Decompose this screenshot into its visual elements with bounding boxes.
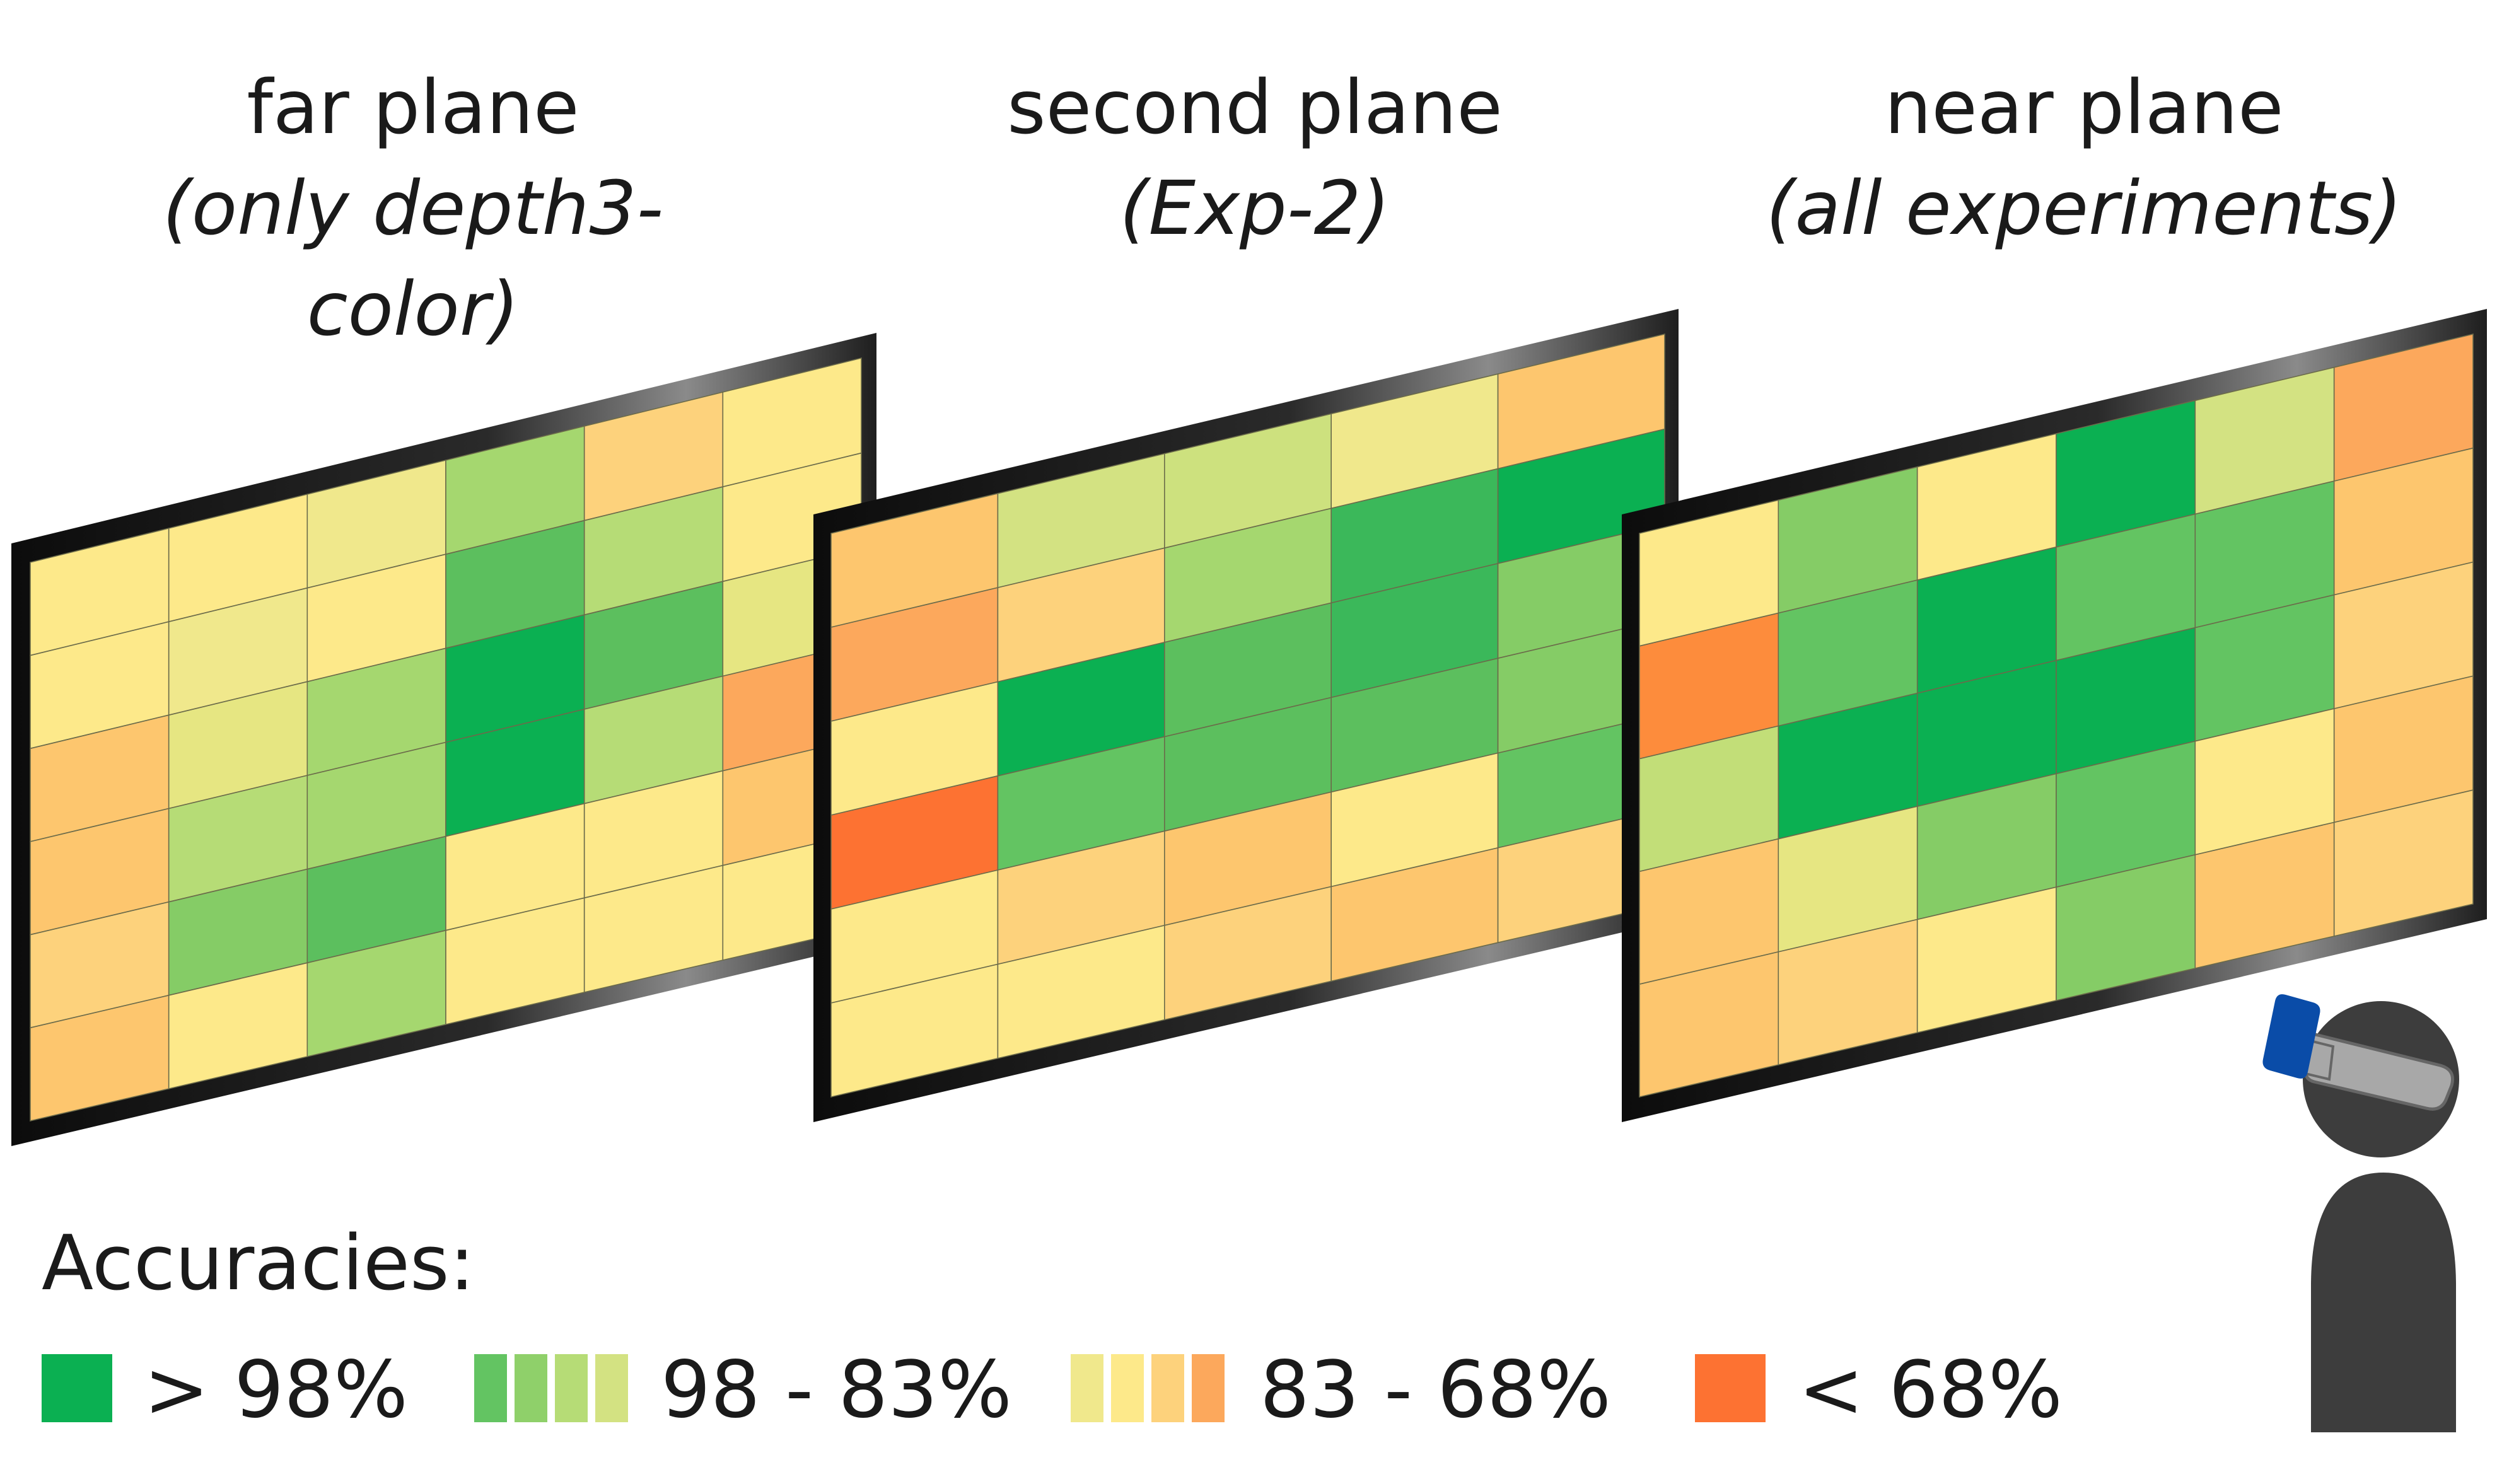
legend-swatch-mid-high [595,1354,628,1422]
far-plane-title-line1: far plane [247,64,579,151]
legend-swatch-mid-low [1192,1354,1225,1422]
near-plane-title-line1: near plane [1884,64,2284,151]
legend-swatch-mid-high [474,1354,507,1422]
far-plane-title-line2: (only depth3-color) [162,165,664,352]
legend-label-high: > 98% [144,1345,408,1435]
far-plane-title: far plane (only depth3-color) [57,57,769,359]
near-plane-title-line2: (all experiments) [1766,165,2402,252]
near-plane-title: near plane (all experiments) [1728,57,2440,258]
near-plane-cell [2333,789,2474,937]
legend-swatch-high [42,1354,112,1422]
second-plane-title: second plane (Exp-2) [902,57,1608,258]
legend-swatch-mid-high [555,1354,588,1422]
legend-swatch-low [1695,1354,1766,1422]
headset-icon [2262,994,2454,1111]
near-plane [1622,309,2487,1122]
second-plane-title-line2: (Exp-2) [1119,165,1390,252]
person-icon [2262,994,2459,1432]
legend-label-mid-low: 83 - 68% [1260,1345,1611,1435]
legend-swatch-mid-low [1071,1354,1103,1422]
legend-swatch-mid-low [1111,1354,1144,1422]
legend-title: Accuracies: [42,1220,475,1307]
headset-front [2262,994,2320,1079]
legend-label-low: < 68% [1798,1345,2063,1435]
far-plane [11,333,876,1146]
legend-label-mid-high: 98 - 83% [661,1345,1012,1435]
second-plane [813,309,1679,1122]
legend-swatch-mid-low [1151,1354,1184,1422]
second-plane-title-line1: second plane [1007,64,1503,151]
person-body [2311,1173,2456,1432]
legend-swatch-mid-high [515,1354,547,1422]
